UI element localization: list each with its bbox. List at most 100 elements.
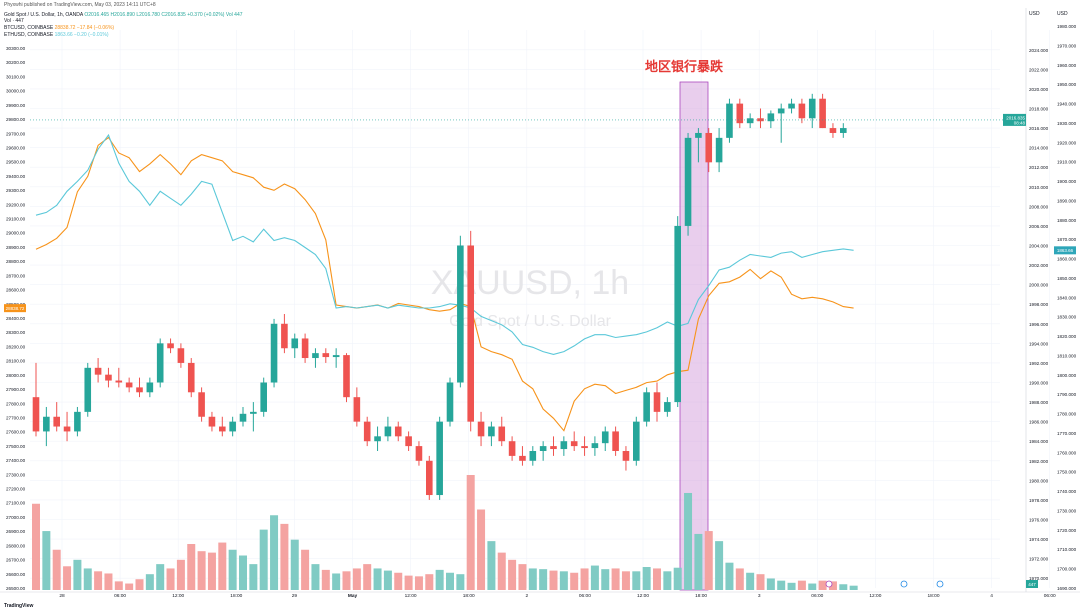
candle	[415, 441, 423, 466]
axes: 2024.000 2022.000 2020.000 2018.000 2016.000…	[0, 8, 1080, 599]
left-axis-tick: 29100.00	[6, 217, 26, 222]
right-axis-currency: USD	[1029, 11, 1040, 17]
candle-body	[643, 392, 650, 422]
volume-bar	[394, 572, 403, 590]
volume-bar	[290, 539, 299, 590]
volume-bar	[601, 569, 610, 590]
x-axis-tick: 28	[59, 593, 65, 599]
left-axis-tick: 28800.00	[6, 259, 26, 264]
right-axis-tick: 2020.000	[1029, 87, 1049, 92]
volume-bar	[611, 568, 620, 590]
left-axis-tick: 29800.00	[6, 117, 26, 122]
far-right-axis-tick: 1870.000	[1057, 237, 1077, 242]
candle-body	[281, 323, 288, 349]
far-right-axis-tick: 1760.000	[1057, 450, 1077, 455]
btc-price-text: 28838.72	[6, 306, 25, 311]
candle-body	[167, 343, 174, 349]
candle-body	[291, 338, 299, 349]
candle-body	[736, 103, 744, 124]
volume-bar	[756, 574, 765, 590]
comparison-lines	[35, 133, 854, 432]
volume-bar	[735, 568, 744, 590]
candle-body	[829, 128, 837, 133]
candle-body	[322, 353, 330, 358]
candle	[664, 397, 671, 417]
symbol-line[interactable]: Gold Spot / U.S. Dollar, 1h, OANDA O2016…	[4, 12, 243, 18]
candle	[374, 426, 381, 451]
candle	[477, 411, 485, 447]
candle	[467, 230, 474, 432]
volume-bar	[570, 572, 579, 590]
candle-body	[550, 446, 557, 450]
candle-body	[612, 431, 619, 451]
candle-body	[498, 426, 506, 442]
left-axis-tick: 29600.00	[6, 145, 26, 150]
candle-body	[488, 426, 495, 437]
candle-body	[591, 443, 599, 449]
candle-body	[250, 411, 257, 414]
btc-legend-label: BTCUSD, COINBASE	[4, 25, 54, 31]
right-axis-tick: 2000.000	[1029, 283, 1049, 288]
far-right-axis-tick: 1730.000	[1057, 508, 1077, 513]
right-axis-tick: 2002.000	[1029, 263, 1049, 268]
volume-bar	[135, 579, 144, 590]
candle-body	[705, 132, 713, 163]
annotation-text: 地区银行暴跌	[645, 59, 724, 75]
volume-bar	[249, 564, 258, 590]
candle	[705, 128, 713, 173]
candle	[715, 128, 723, 173]
candle	[301, 333, 309, 363]
candle-body	[219, 426, 226, 432]
candle	[508, 436, 516, 461]
candle-body	[664, 402, 671, 412]
right-axis-tick: 1988.000	[1029, 400, 1049, 405]
left-axis-tick: 29300.00	[6, 188, 26, 193]
candle	[32, 362, 40, 437]
last-price-text: 2016.835	[1006, 115, 1025, 120]
candle	[187, 358, 195, 398]
left-axis-tick: 29700.00	[6, 131, 26, 136]
candle	[519, 446, 526, 466]
candle	[260, 377, 267, 417]
left-axis-tick: 28000.00	[6, 373, 26, 378]
far-right-axis-tick: 1890.000	[1057, 198, 1077, 203]
candle-body	[136, 387, 143, 393]
candle-body	[653, 392, 661, 412]
btc-legend[interactable]: BTCUSD, COINBASE 28838.72 −17.84 (−0.06%…	[4, 25, 114, 31]
left-axis-tick: 27500.00	[6, 444, 26, 449]
candle	[798, 98, 806, 124]
eth-legend[interactable]: ETHUSD, COINBASE 1863.66 −0.20 (−0.01%)	[4, 32, 109, 38]
volume-bar	[104, 573, 113, 590]
left-axis-tick: 29500.00	[6, 160, 26, 165]
right-axis-tick: 1984.000	[1029, 439, 1049, 444]
right-axis-tick: 1978.000	[1029, 498, 1049, 503]
tradingview-logo[interactable]: TradingView	[4, 603, 33, 609]
far-right-axis-tick: 1700.000	[1057, 567, 1077, 572]
far-right-axis-tick: 1960.000	[1057, 63, 1077, 68]
volume-bar	[642, 567, 651, 590]
x-axis-tick: 18:00	[927, 593, 939, 599]
far-right-axis-tick: 1930.000	[1057, 121, 1077, 126]
candle	[612, 426, 619, 456]
candle-body	[43, 416, 50, 432]
far-right-axis-tick: 1880.000	[1057, 218, 1077, 223]
candle-body	[156, 343, 164, 383]
candle-body	[260, 382, 267, 412]
far-right-axis-tick: 1950.000	[1057, 82, 1077, 87]
volume-bar	[684, 492, 693, 590]
candle	[208, 411, 216, 432]
far-right-axis-tick: 1770.000	[1057, 431, 1077, 436]
volume-bar	[83, 568, 92, 590]
candle-body	[84, 367, 92, 412]
candle-body	[695, 132, 702, 138]
candle	[239, 406, 247, 427]
far-right-axis-tick: 1980.000	[1057, 24, 1077, 29]
candle	[591, 436, 599, 456]
x-axis-tick: 06:00	[811, 593, 823, 599]
volume-bar	[549, 570, 558, 590]
right-axis-tick: 1982.000	[1029, 459, 1049, 464]
left-axis-tick: 29000.00	[6, 231, 26, 236]
far-right-axis-tick: 1710.000	[1057, 547, 1077, 552]
